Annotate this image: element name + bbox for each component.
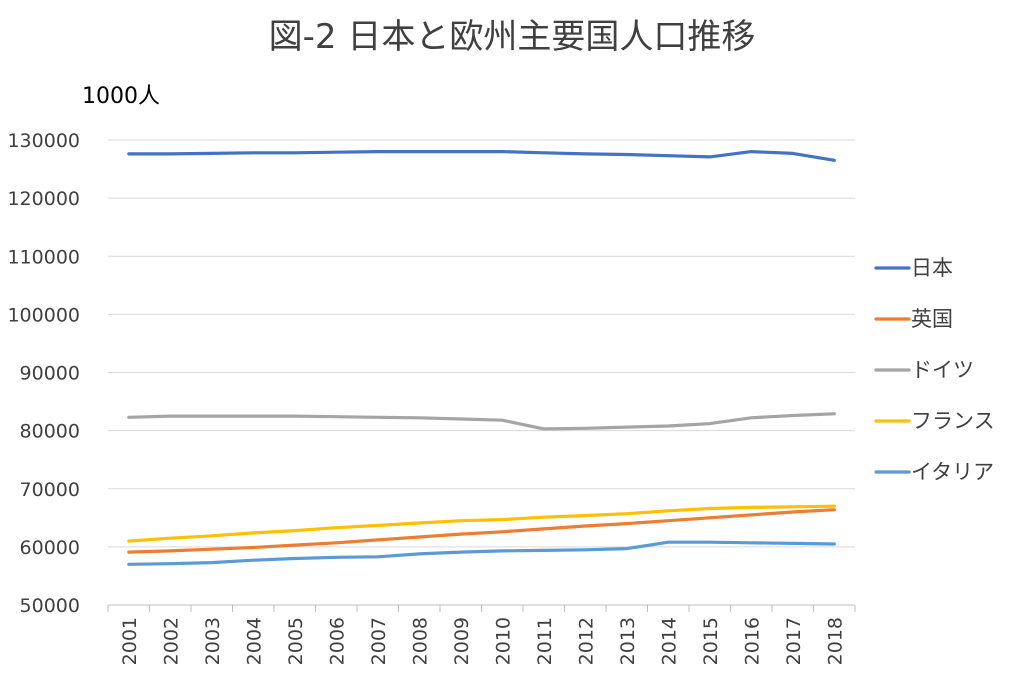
x-tick-label: 2003 (202, 617, 224, 665)
x-tick-label: 2013 (617, 617, 639, 665)
series-lines (127, 150, 836, 566)
series-line-5 (127, 540, 836, 566)
x-tick-label: 2005 (285, 617, 307, 665)
x-tick-label: 2006 (326, 617, 348, 665)
x-tick-label: 2004 (243, 617, 265, 665)
y-tick-label: 130000 (7, 130, 80, 152)
x-tick-label: 2002 (160, 617, 182, 665)
x-tick-label: 2010 (492, 617, 514, 665)
legend-label: 英国 (911, 307, 953, 331)
x-tick-label: 2016 (741, 617, 763, 665)
gridlines (108, 139, 855, 548)
y-tick-label: 50000 (20, 595, 80, 617)
series-line-4 (127, 504, 836, 543)
x-tick-label: 2008 (409, 617, 431, 665)
x-tick-label: 2015 (700, 617, 722, 665)
series-line-1 (127, 150, 836, 162)
y-tick-label: 90000 (20, 363, 80, 385)
y-tick-label: 70000 (20, 479, 80, 501)
y-tick-label: 110000 (7, 246, 80, 268)
series-line-2 (127, 508, 836, 554)
y-axis-ticks: 130000 120000 110000 100000 90000 80000 70000 6… (7, 130, 80, 617)
y-axis-unit-label: 1000人 (82, 84, 160, 109)
x-axis-ticks: 2001 2002 2003 2004 2005 2006 2007 2008 2009 2010… (107, 605, 856, 665)
x-tick-label: 2009 (451, 617, 473, 665)
chart-title: 図-2 日本と欧州主要国人口推移 (269, 17, 756, 57)
x-tick-label: 2017 (783, 617, 805, 665)
x-tick-label: 2012 (575, 617, 597, 665)
series-line-3 (127, 412, 836, 431)
x-tick-label: 2014 (658, 617, 680, 665)
y-tick-label: 120000 (7, 188, 80, 210)
legend-label: フランス (911, 409, 995, 433)
legend-label: イタリア (911, 460, 994, 484)
x-tick-label: 2001 (119, 617, 141, 665)
x-tick-label: 2018 (824, 617, 846, 665)
legend-label: 日本 (911, 256, 953, 280)
x-tick-label: 2007 (368, 617, 390, 665)
y-tick-label: 100000 (7, 304, 80, 326)
y-tick-label: 80000 (20, 421, 80, 443)
legend-label: ドイツ (911, 358, 974, 382)
x-tick-label: 2011 (534, 617, 556, 665)
y-tick-label: 60000 (20, 537, 80, 559)
